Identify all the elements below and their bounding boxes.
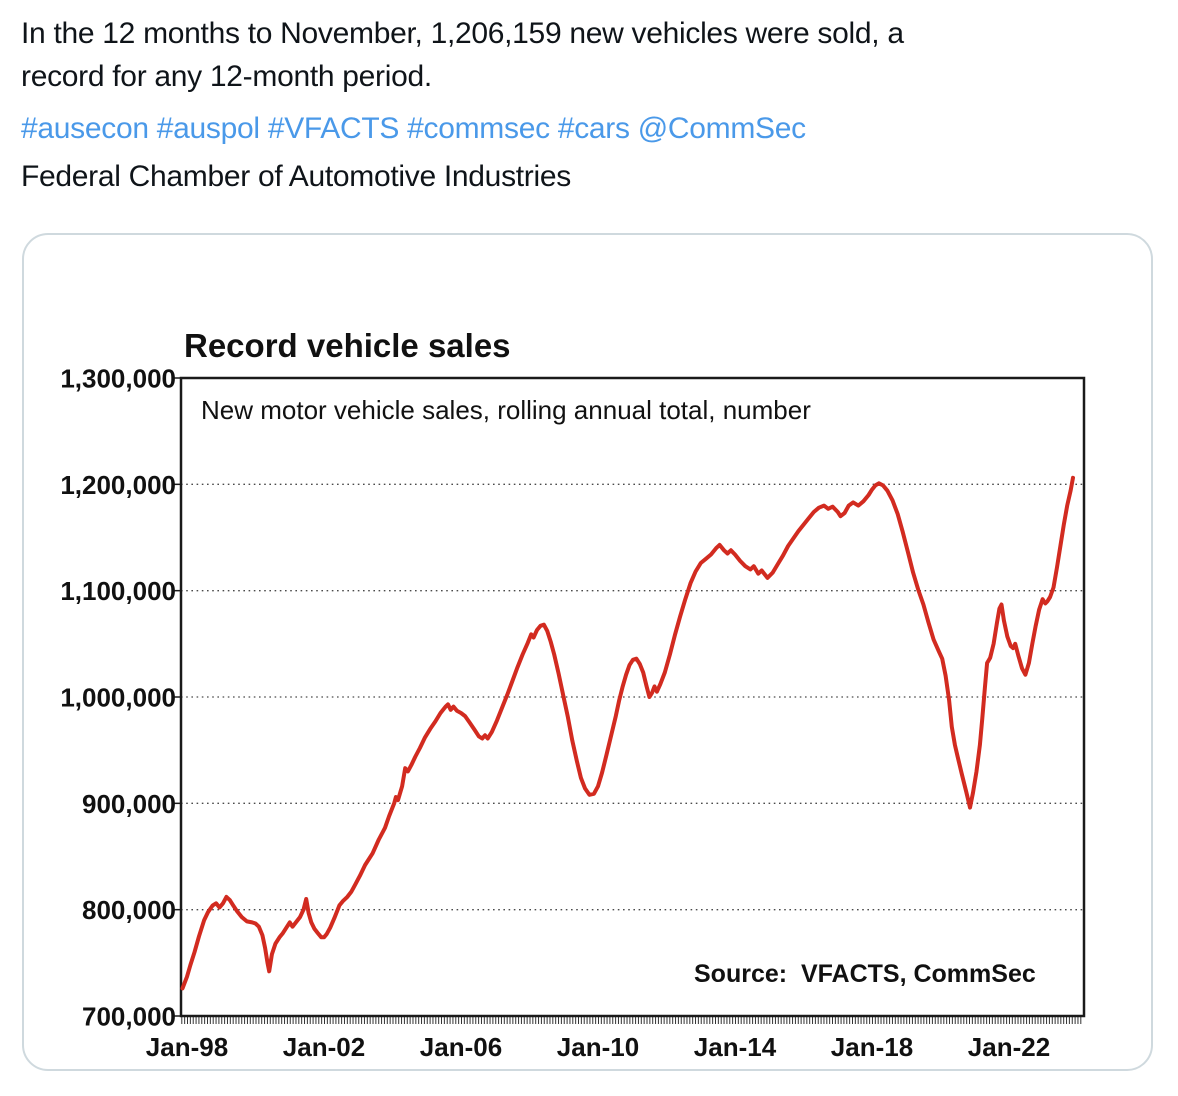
mention-link[interactable]: @CommSec bbox=[637, 112, 806, 145]
tweet-text-block: In the 12 months to November, 1,206,159 … bbox=[21, 12, 904, 198]
hashtag-link[interactable]: #commsec bbox=[407, 112, 550, 145]
tweet-line-2: record for any 12-month period. bbox=[21, 60, 432, 93]
tweet-line-1: In the 12 months to November, 1,206,159 … bbox=[21, 17, 904, 50]
tweet-hashtag-line: #ausecon #auspol #VFACTS #commsec #cars … bbox=[21, 107, 904, 150]
hashtag-link[interactable]: #auspol bbox=[156, 112, 260, 145]
hashtag-link[interactable]: #ausecon bbox=[21, 112, 149, 145]
tweet-line-attribution: Federal Chamber of Automotive Industries bbox=[21, 160, 571, 193]
hashtag-link[interactable]: #VFACTS bbox=[267, 112, 400, 145]
hashtag-link[interactable]: #cars bbox=[557, 112, 630, 145]
chart-card[interactable] bbox=[22, 233, 1153, 1071]
